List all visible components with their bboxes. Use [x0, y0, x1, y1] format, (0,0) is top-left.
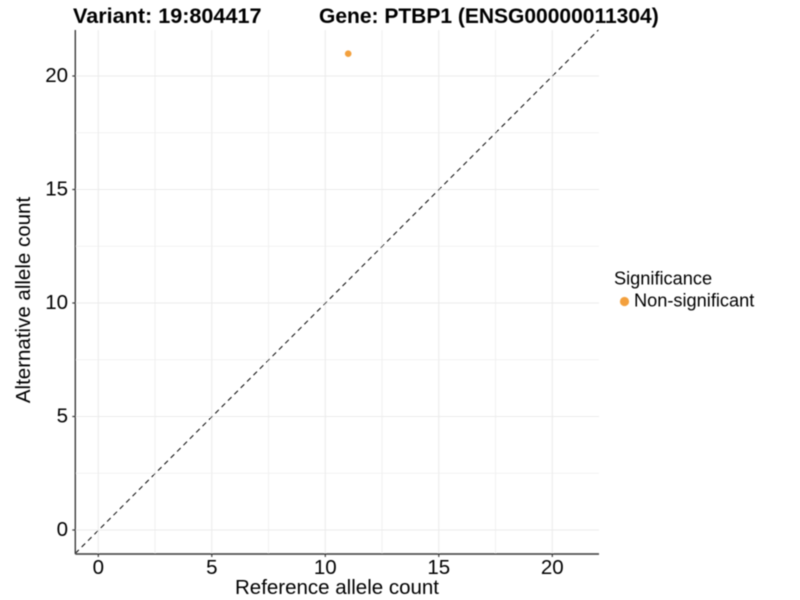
svg-text:Significance: Significance [614, 269, 712, 289]
svg-text:Gene: PTBP1 (ENSG00000011304): Gene: PTBP1 (ENSG00000011304) [319, 5, 659, 28]
svg-text:0: 0 [57, 518, 68, 541]
svg-text:5: 5 [206, 556, 217, 579]
svg-text:20: 20 [45, 64, 68, 87]
svg-text:20: 20 [541, 556, 564, 579]
svg-text:Alternative allele count: Alternative allele count [12, 197, 35, 404]
svg-text:0: 0 [93, 556, 104, 579]
svg-text:10: 10 [45, 291, 68, 314]
svg-text:Variant: 19:804417: Variant: 19:804417 [73, 3, 261, 28]
svg-text:5: 5 [57, 405, 68, 428]
svg-text:15: 15 [45, 178, 68, 201]
svg-text:Reference allele count: Reference allele count [235, 576, 439, 599]
svg-text:Non-significant: Non-significant [634, 291, 754, 311]
